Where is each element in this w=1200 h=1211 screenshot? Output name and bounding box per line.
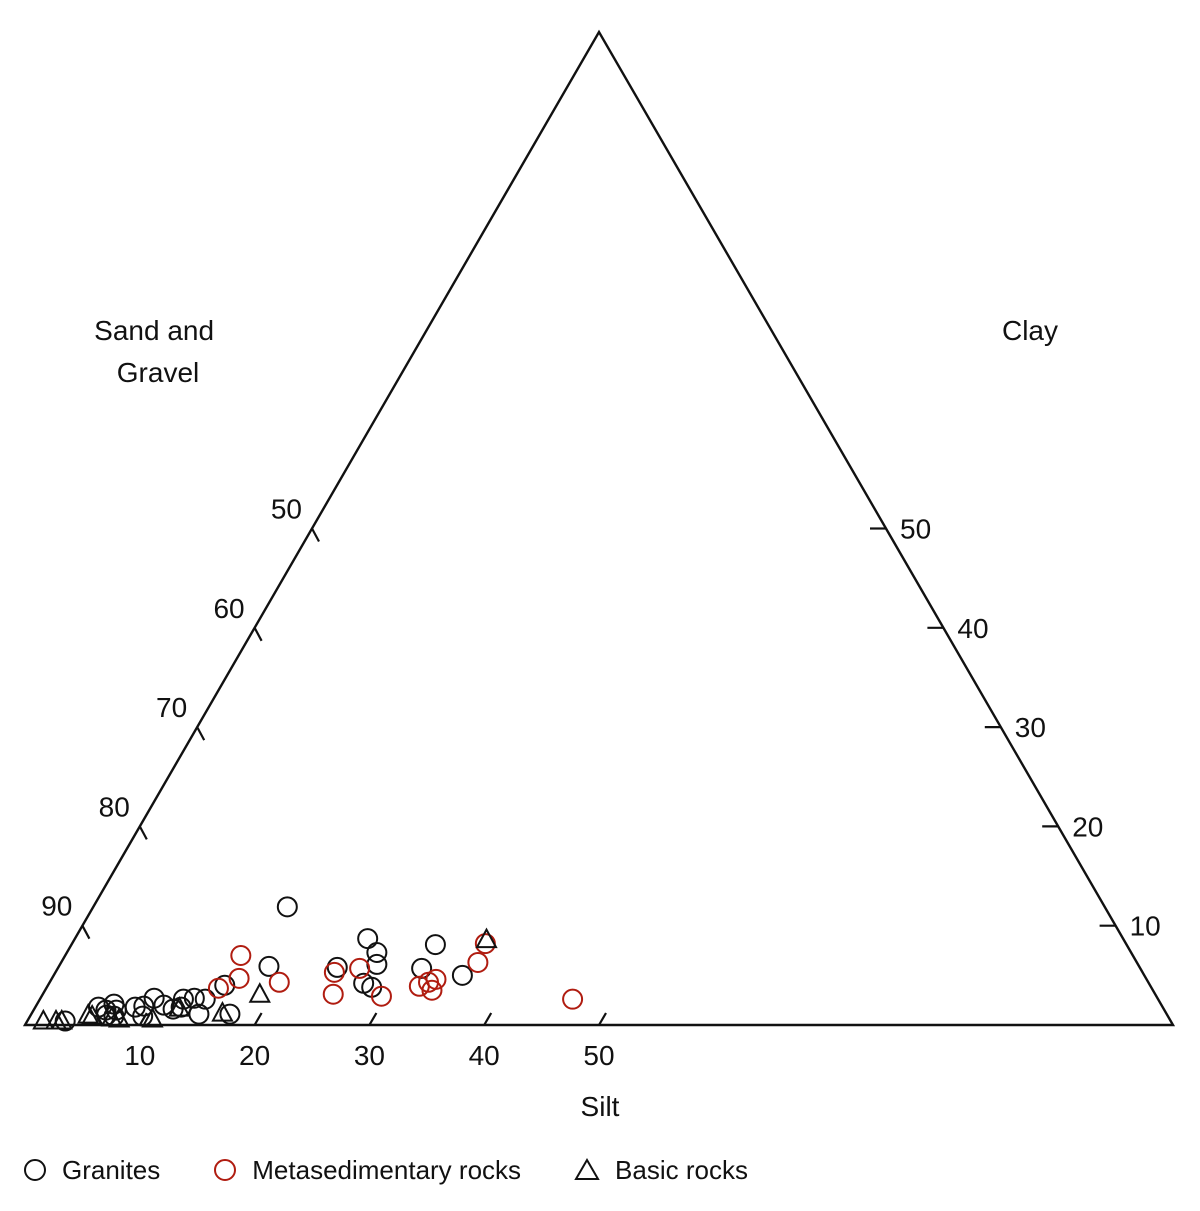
triangle-point [80, 1003, 104, 1025]
legend-item-metasedimentary: Metasedimentary rocks [212, 1155, 521, 1186]
triangle-point [248, 982, 271, 1003]
circle-point [326, 956, 348, 978]
silt-tick-label: 30 [354, 1040, 385, 1071]
triangle-point [107, 1006, 131, 1028]
circle-point [268, 971, 290, 993]
silt-tick [368, 1012, 378, 1026]
circle-point [172, 988, 194, 1010]
circle-point [451, 964, 473, 986]
circle-point [188, 1003, 210, 1025]
silt-tick [483, 1012, 493, 1026]
triangle-point [141, 1006, 164, 1028]
legend-label-granites: Granites [62, 1154, 161, 1185]
series-metasedimentary-rocks [207, 933, 584, 1010]
data-points [32, 896, 584, 1032]
legend: Granites Metasedimentary rocks Basic roc… [22, 1150, 800, 1190]
circle-point [366, 953, 388, 975]
triangle-point [32, 1008, 55, 1030]
clay-tick-label: 40 [957, 613, 988, 644]
circle-point [366, 942, 388, 964]
sand-gravel-tick-label: 90 [41, 891, 72, 922]
silt-tick-label: 10 [124, 1040, 155, 1071]
sand-gravel-tick [196, 726, 206, 741]
triangle-point [168, 996, 191, 1017]
silt-tick [598, 1012, 607, 1026]
circle-point [421, 979, 443, 1001]
circle-point [425, 968, 447, 990]
circle-point [424, 934, 446, 956]
clay-tick-label: 10 [1130, 911, 1161, 942]
sand-gravel-tick-label: 50 [271, 494, 302, 525]
silt-tick-label: 50 [583, 1040, 614, 1071]
circle-point [219, 1003, 241, 1025]
sand-gravel-tick [138, 825, 148, 840]
circle-point [230, 944, 252, 966]
triangle-point [50, 1008, 73, 1030]
sand-gravel-tick [81, 925, 91, 940]
clay-tick-label: 50 [900, 514, 931, 545]
circle-marker-icon [24, 1159, 46, 1181]
sand-gravel-tick-label: 70 [156, 692, 187, 723]
circle-point [322, 983, 344, 1005]
triangle-point [475, 927, 498, 949]
legend-label-metasedimentary: Metasedimentary rocks [252, 1154, 522, 1185]
circle-point [183, 987, 205, 1009]
circle-point [228, 967, 250, 989]
axis-tick-labels: 10 20 30 40 50 50 60 70 80 90 50 40 30 20 10 [41, 494, 1161, 1072]
triangle-point [211, 1000, 234, 1022]
sand-gravel-tick [253, 627, 263, 642]
sand-gravel-tick [311, 527, 320, 543]
silt-tick [253, 1012, 263, 1026]
circle-point [207, 977, 229, 999]
circle-point [349, 957, 371, 979]
series-basic-rocks [32, 927, 498, 1030]
triangle-marker-icon [574, 1158, 600, 1180]
circle-point [258, 955, 280, 977]
clay-tick-label: 20 [1072, 811, 1103, 842]
circle-point [467, 951, 489, 973]
circle-point [194, 988, 216, 1010]
legend-item-basic-rocks: Basic rocks [573, 1155, 748, 1186]
silt-tick-label: 40 [469, 1040, 500, 1071]
circle-point [562, 988, 584, 1010]
silt-tick-label: 20 [239, 1040, 270, 1071]
circle-point [370, 985, 392, 1007]
axis-label-silt: Silt [581, 1091, 620, 1122]
axis-ticks [81, 527, 1116, 1026]
circle-point [153, 994, 175, 1016]
legend-label-basic-rocks: Basic rocks [615, 1154, 748, 1185]
sand-gravel-tick-label: 60 [213, 593, 244, 624]
clay-tick-label: 30 [1015, 712, 1046, 743]
axis-label-sand-gravel: Sand and Gravel [94, 315, 222, 388]
ternary-triangle-frame [22, 29, 1176, 1027]
axis-label-clay: Clay [1002, 315, 1058, 346]
circle-point [357, 928, 379, 950]
circle-point [323, 961, 345, 983]
circle-point [276, 896, 298, 918]
circle-marker-icon [214, 1159, 237, 1181]
legend-item-granites: Granites [22, 1155, 160, 1186]
sand-gravel-tick-label: 80 [99, 791, 130, 822]
